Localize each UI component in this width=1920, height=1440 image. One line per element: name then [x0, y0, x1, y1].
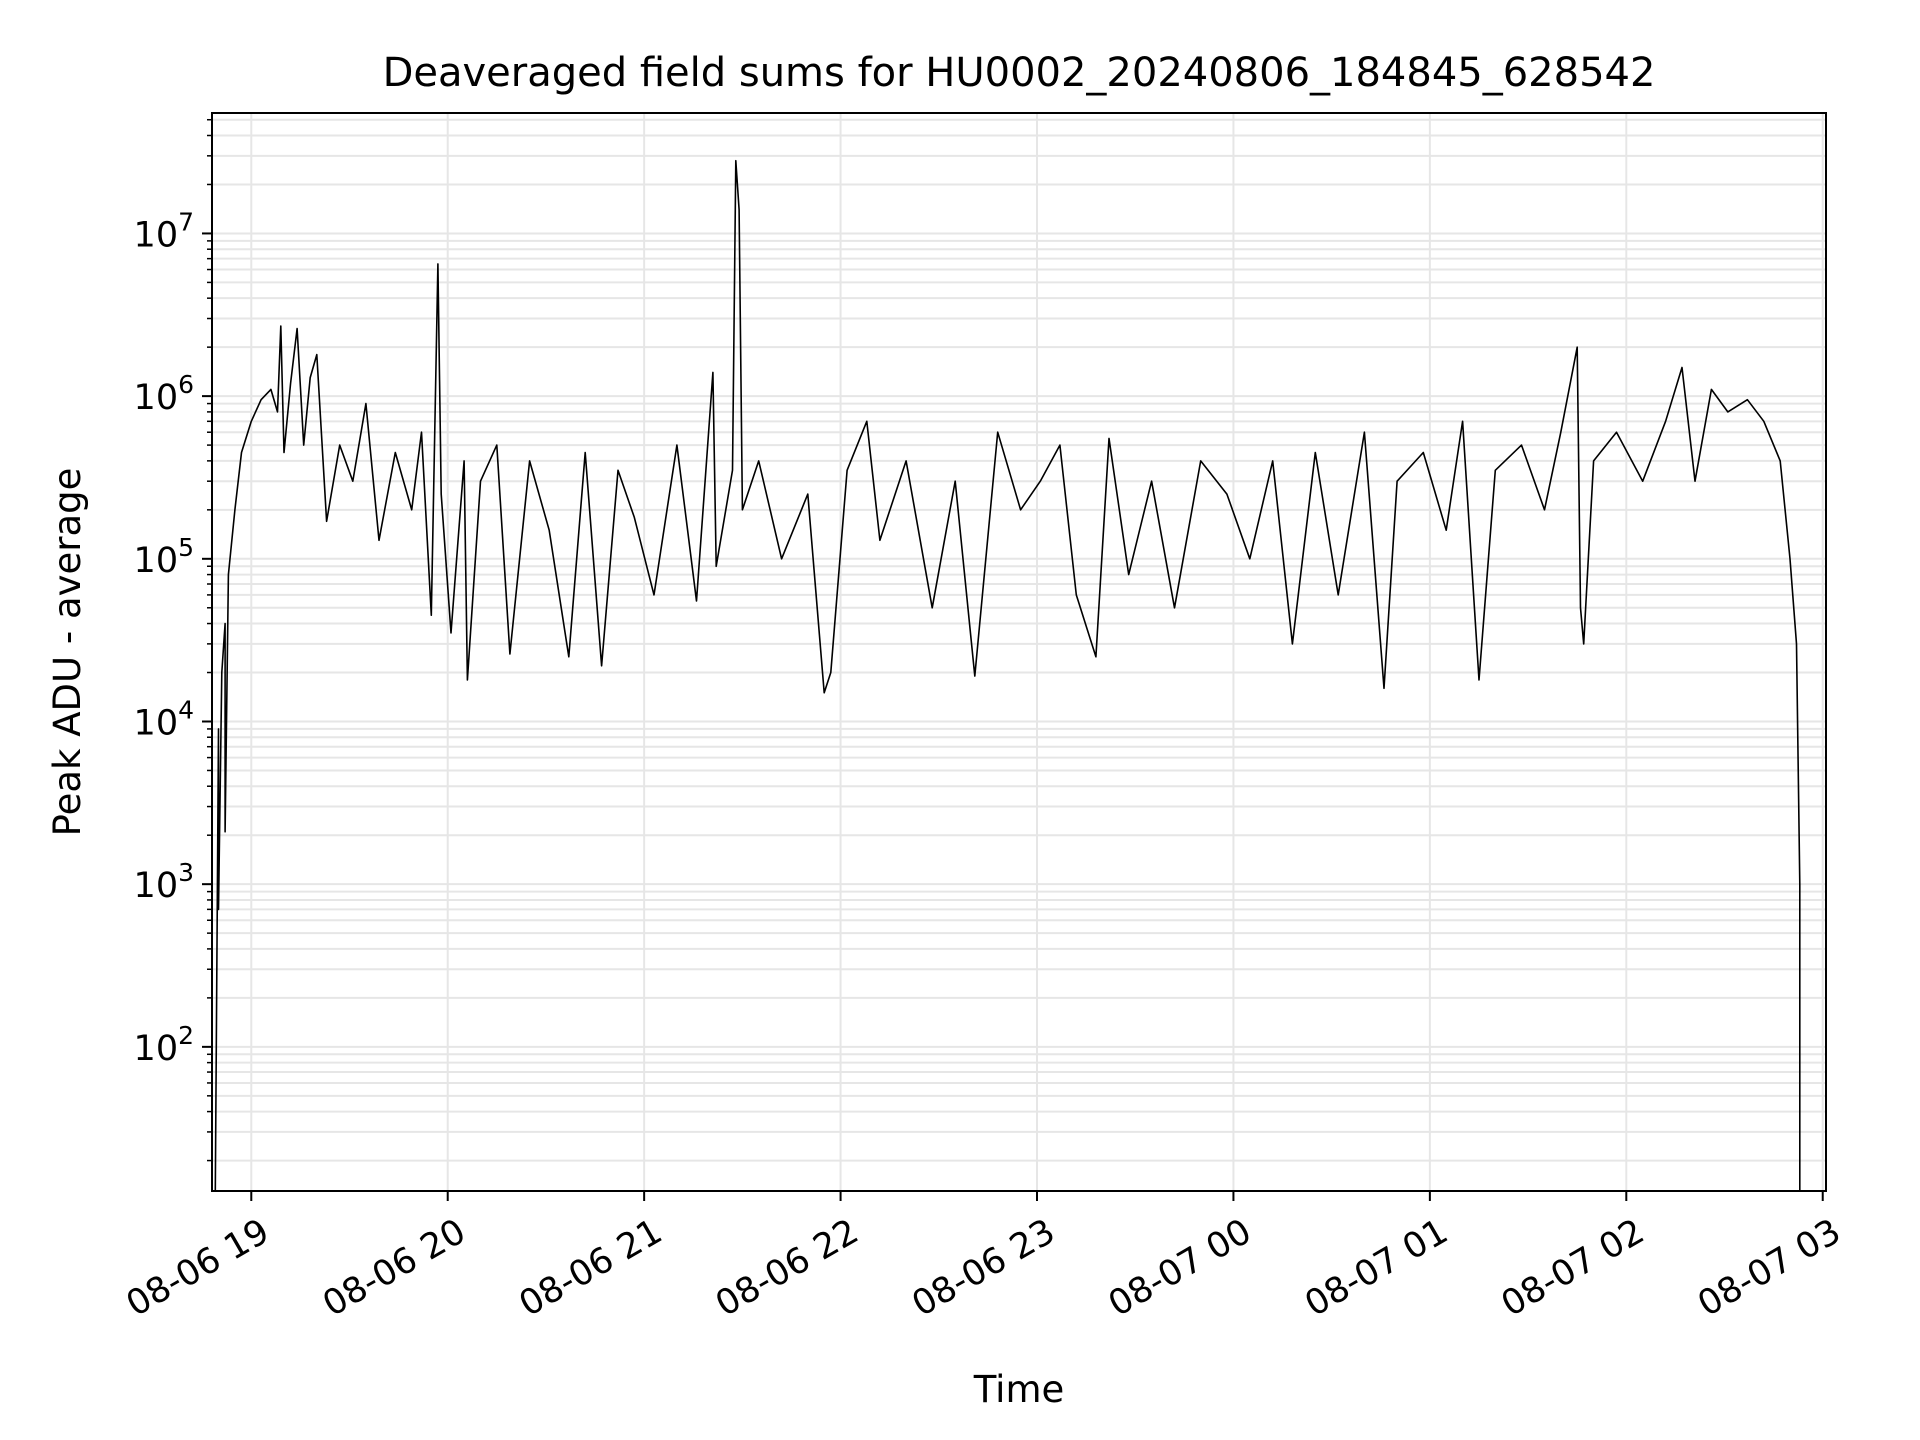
plot-frame: [211, 112, 1827, 1192]
y-tick-label: 105: [134, 533, 194, 581]
y-tick-label: 102: [134, 1021, 194, 1069]
data-line-layer: [214, 159, 1801, 1192]
y-tick-label: 107: [134, 207, 194, 255]
y-tick-label: 104: [134, 695, 194, 743]
y-tick-label: 103: [134, 858, 194, 906]
y-axis-label: Peak ADU - average: [46, 468, 89, 837]
chart-title: Deaveraged field sums for HU0002_2024080…: [383, 50, 1656, 96]
x-axis-label: Time: [973, 1368, 1065, 1411]
grid-lines: [212, 113, 1826, 1191]
y-tick-label: 106: [134, 370, 194, 418]
series-line: [214, 159, 1801, 1192]
